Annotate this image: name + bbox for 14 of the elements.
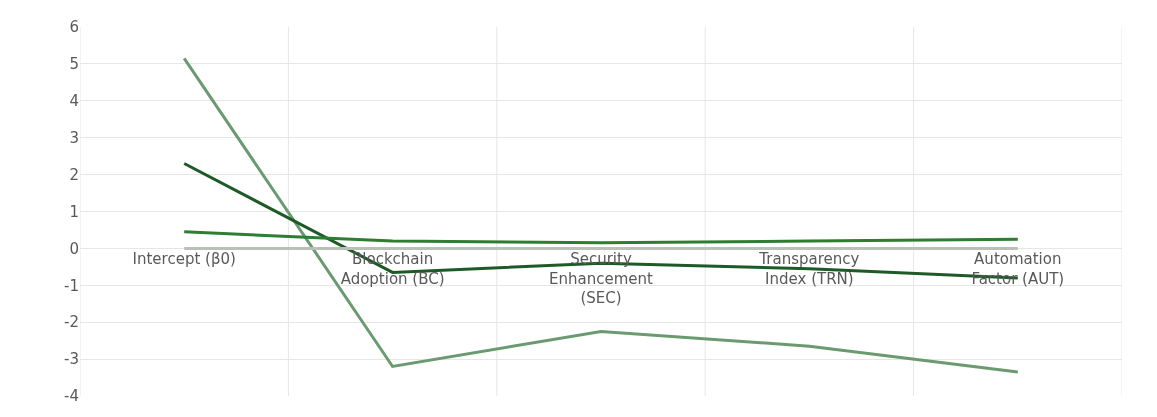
y-tick-label: 2 xyxy=(69,165,79,184)
y-tick-label: 0 xyxy=(69,239,79,258)
line-series xyxy=(182,230,1020,245)
y-tick-label: -4 xyxy=(64,387,79,406)
y-tick-label: 3 xyxy=(69,128,79,147)
y-tick-label: 5 xyxy=(69,55,79,74)
x-tick-label: Intercept (β0) xyxy=(132,250,236,269)
y-tick-label: 4 xyxy=(69,92,79,111)
y-tick-label: -1 xyxy=(64,276,79,295)
y-tick-label: 6 xyxy=(69,18,79,37)
y-tick-label: -2 xyxy=(64,313,79,332)
y-tick-label: -3 xyxy=(64,350,79,369)
y-tick-label: 1 xyxy=(69,202,79,221)
x-tick-label: Transparency Index (TRN) xyxy=(758,250,860,288)
